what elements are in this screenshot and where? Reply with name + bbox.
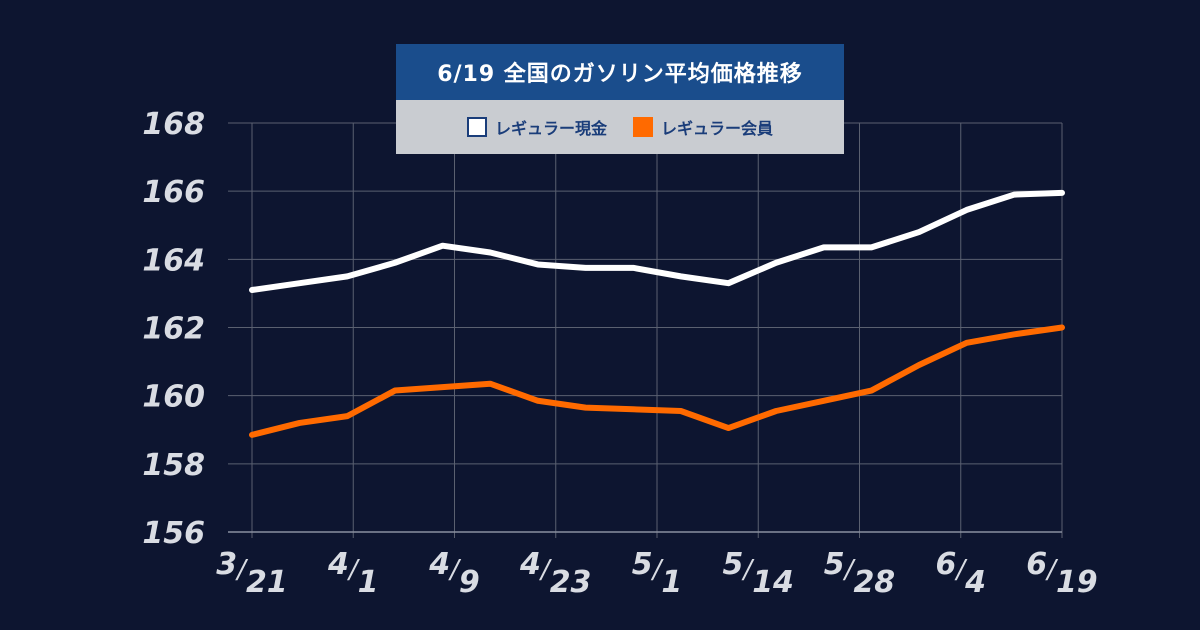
chart-title: 6/19 全国のガソリン平均価格推移 (396, 44, 844, 100)
x-tick-label: 6/4 (935, 547, 986, 600)
y-tick-label: 168 (142, 107, 205, 142)
x-tick-label: 3/21 (216, 547, 287, 600)
legend-swatch-cash (466, 117, 487, 137)
y-tick-label: 160 (142, 380, 205, 415)
legend-label-member: レギュラー会員 (661, 119, 774, 138)
y-tick-label: 166 (142, 175, 205, 210)
y-tick-label: 156 (142, 516, 205, 551)
x-tick-label: 5/14 (723, 547, 794, 600)
legend-items: レギュラー現金 レギュラー会員 (396, 100, 844, 154)
legend-swatch-member (633, 117, 653, 137)
x-tick-label: 4/9 (428, 547, 480, 600)
y-tick-label: 162 (142, 312, 205, 347)
chart-legend: 6/19 全国のガソリン平均価格推移 レギュラー現金 レギュラー会員 (396, 44, 844, 154)
x-tick-label: 6/19 (1026, 547, 1097, 600)
legend-item-cash: レギュラー現金 (466, 115, 607, 139)
x-tick-label: 5/1 (632, 547, 683, 600)
x-tick-label: 5/28 (824, 547, 895, 600)
legend-item-member: レギュラー会員 (633, 115, 773, 139)
y-tick-label: 164 (142, 243, 205, 278)
y-tick-label: 158 (142, 448, 205, 483)
legend-label-cash: レギュラー現金 (494, 119, 607, 138)
x-tick-label: 4/23 (519, 547, 591, 600)
series-line-member (249, 324, 1065, 438)
series-line-cash (249, 189, 1065, 294)
x-tick-label: 4/1 (327, 547, 379, 600)
